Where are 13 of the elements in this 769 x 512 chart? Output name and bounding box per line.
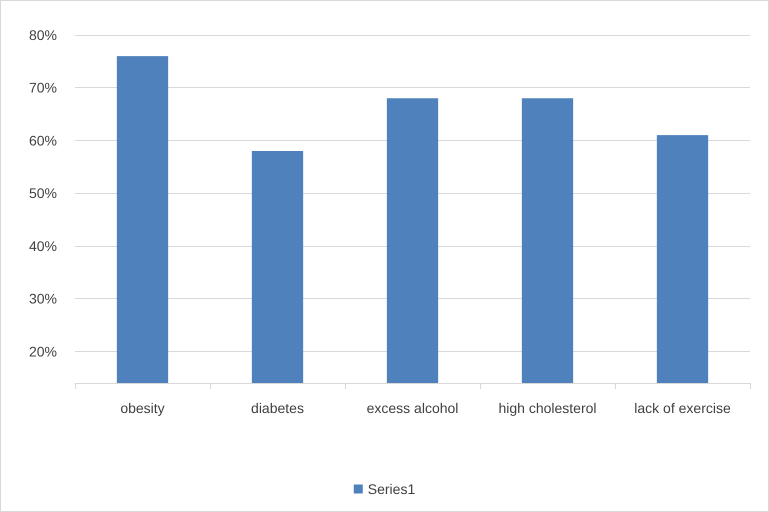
x-tick-label: high cholesterol [498, 400, 597, 416]
y-tick-label: 70% [28, 80, 57, 96]
x-tick-label: lack of exercise [634, 400, 731, 416]
y-tick-label: 30% [28, 290, 57, 307]
y-tick-label: 60% [28, 132, 57, 148]
y-tick-label: 40% [28, 238, 57, 254]
y-tick-label: 80% [28, 27, 57, 43]
x-tick-label: diabetes [251, 400, 304, 416]
x-tick-label: obesity [120, 400, 165, 416]
legend-label: Series1 [368, 481, 416, 497]
x-tick-label: excess alcohol [366, 400, 458, 416]
y-tick-label: 50% [28, 185, 57, 202]
y-tick-label: 20% [28, 343, 57, 360]
